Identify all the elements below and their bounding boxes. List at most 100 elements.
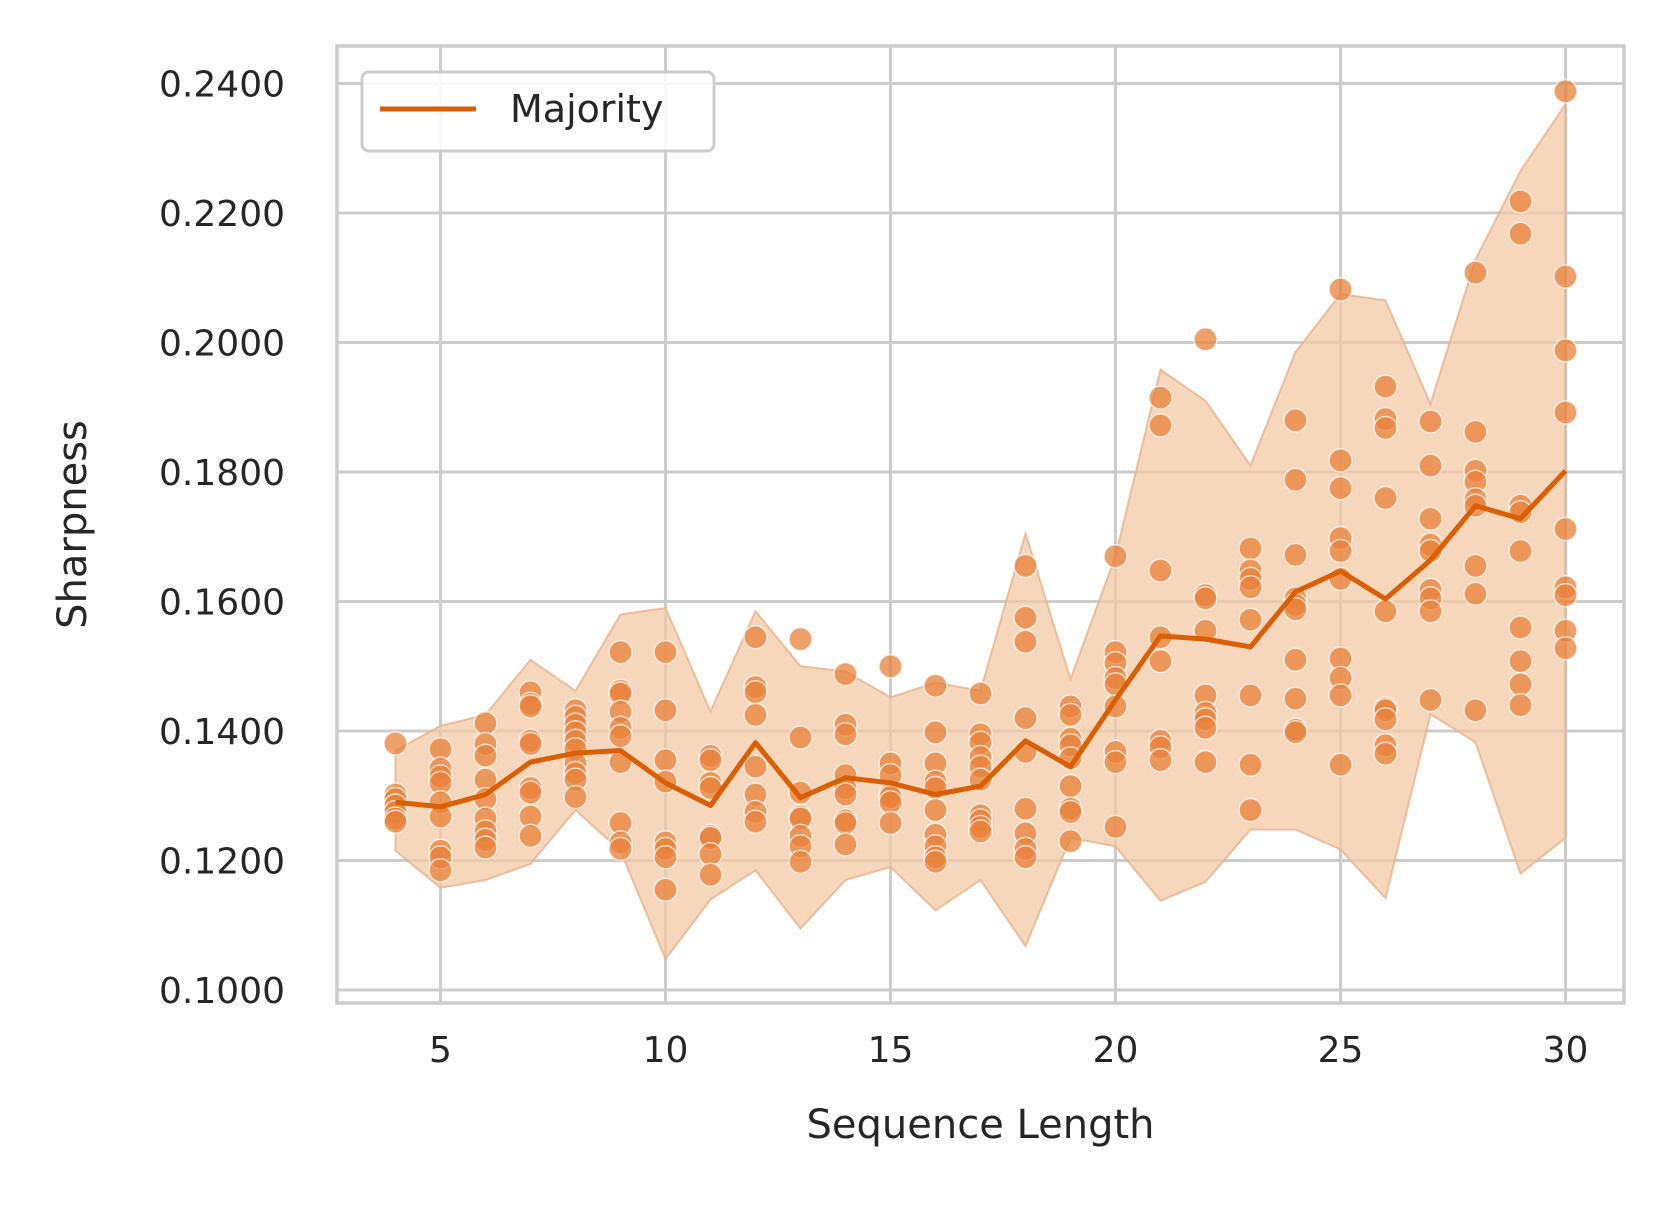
scatter-point [698, 862, 723, 888]
scatter-point [1373, 415, 1398, 441]
x-tick-label: 25 [1318, 1030, 1364, 1071]
x-tick-label: 5 [429, 1030, 452, 1071]
scatter-point [698, 747, 723, 773]
scatter-point [1328, 448, 1353, 473]
scatter-point [473, 835, 498, 860]
scatter-point [473, 743, 498, 768]
scatter-point [1553, 635, 1578, 661]
scatter-point [1508, 538, 1533, 564]
x-tick-label: 30 [1543, 1030, 1589, 1071]
scatter-point [1238, 683, 1263, 708]
scatter-point [1508, 189, 1533, 214]
band-area [394, 101, 1567, 961]
scatter-point [878, 790, 903, 815]
y-axis-label: Sharpness [50, 420, 96, 629]
y-tick-label: 0.2400 [159, 65, 285, 106]
scatter-point [518, 694, 543, 719]
y-tick-label: 0.1200 [159, 842, 285, 883]
y-tick-label: 0.1000 [159, 971, 285, 1012]
scatter-point [1013, 845, 1038, 870]
scatter-point [608, 723, 633, 749]
scatter-point [1103, 749, 1128, 775]
scatter-points [383, 79, 1578, 902]
scatter-point [653, 845, 678, 870]
x-tick-labels: 5 10 15 20 25 30 [429, 1030, 1588, 1071]
scatter-point [1283, 720, 1308, 745]
scatter-point [1328, 683, 1353, 708]
scatter-point [1328, 475, 1353, 501]
scatter-point [1463, 581, 1488, 607]
scatter-point [653, 877, 678, 902]
scatter-point [1463, 419, 1488, 445]
scatter-point [1013, 629, 1038, 654]
scatter-point [1508, 648, 1533, 674]
series-line-majority [395, 469, 1568, 810]
scatter-point [518, 823, 543, 849]
scatter-point [1418, 453, 1443, 478]
x-tick-label: 10 [643, 1030, 689, 1071]
scatter-point [878, 654, 903, 679]
scatter-point [1148, 558, 1173, 583]
scatter-point [1013, 705, 1038, 731]
scatter-point [1463, 260, 1488, 285]
scatter-point [788, 725, 813, 750]
scatter-point [1283, 467, 1308, 493]
scatter-point [743, 702, 768, 728]
scatter-point [1373, 374, 1398, 399]
scatter-point [1193, 749, 1218, 775]
y-tick-label: 0.1800 [159, 453, 285, 494]
scatter-point [428, 858, 453, 883]
legend[interactable]: Majority [360, 70, 716, 153]
scatter-point [743, 809, 768, 834]
scatter-point [698, 841, 723, 867]
scatter-point [1058, 773, 1083, 799]
scatter-point [788, 626, 813, 652]
scatter-point [653, 698, 678, 723]
scatter-point [1373, 707, 1398, 732]
scatter-point [923, 673, 948, 698]
scatter-point [968, 681, 993, 706]
scatter-point [518, 780, 543, 805]
scatter-point [833, 832, 858, 857]
scatter-point [833, 661, 858, 687]
scatter-point [653, 639, 678, 665]
scatter-point [1103, 543, 1128, 569]
scatter-point [1463, 698, 1488, 723]
scatter-point [1553, 264, 1578, 289]
scatter-point [743, 754, 768, 779]
scatter-point [1193, 327, 1218, 352]
confidence-band [394, 101, 1567, 961]
scatter-point [1553, 582, 1578, 608]
scatter-point [1238, 752, 1263, 777]
scatter-point [1283, 542, 1308, 568]
scatter-point [1328, 277, 1353, 302]
scatter-point [1418, 687, 1443, 713]
scatter-point [1553, 400, 1578, 425]
scatter-point [1148, 648, 1173, 674]
scatter-point [1058, 828, 1083, 854]
scatter-point [1553, 79, 1578, 104]
y-tick-label: 0.2000 [159, 324, 285, 365]
scatter-point [923, 720, 948, 745]
scatter-point [608, 639, 633, 665]
scatter-point [878, 810, 903, 836]
scatter-point [1283, 686, 1308, 711]
scatter-point [1283, 647, 1308, 673]
scatter-point [1238, 607, 1263, 632]
scatter-point [833, 782, 858, 807]
scatter-point [1013, 796, 1038, 822]
scatter-point [1238, 536, 1263, 561]
scatter-point [473, 711, 498, 736]
x-tick-label: 15 [868, 1030, 914, 1071]
scatter-point [518, 731, 543, 757]
x-tick-label: 20 [1093, 1030, 1139, 1071]
scatter-point [1193, 715, 1218, 741]
y-tick-label: 0.1600 [159, 583, 285, 624]
scatter-point [608, 836, 633, 862]
scatter-point [1373, 599, 1398, 624]
scatter-point [653, 747, 678, 773]
scatter-point [1508, 615, 1533, 640]
scatter-point [788, 849, 813, 875]
scatter-point [923, 849, 948, 875]
scatter-point [1148, 747, 1173, 773]
